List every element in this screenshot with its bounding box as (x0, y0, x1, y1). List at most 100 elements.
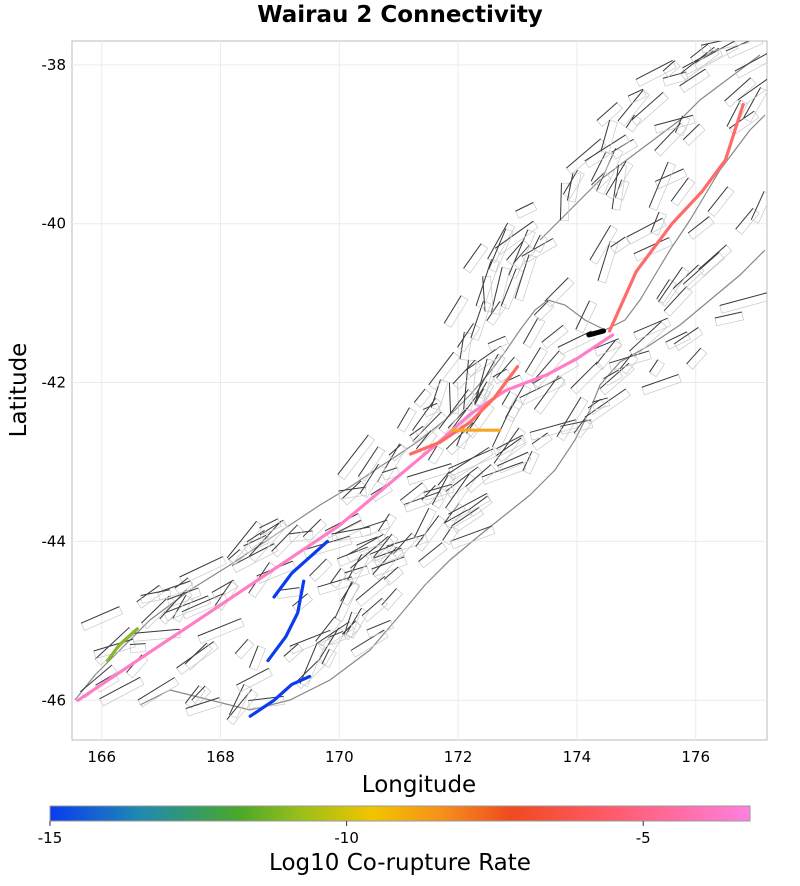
fault-trace (397, 407, 410, 429)
fault-trace (726, 99, 741, 127)
fault-trace (562, 169, 578, 195)
fault-trace (631, 91, 664, 121)
fault-trace (719, 292, 767, 306)
fault-trace (341, 480, 362, 500)
fault-trace (243, 534, 267, 547)
fault-trace (350, 535, 389, 569)
y-tick-label: -38 (42, 56, 67, 74)
fault-trace (132, 628, 180, 634)
fault-trace (626, 217, 663, 238)
fault-trace (447, 407, 468, 429)
x-tick-label: 174 (563, 748, 592, 766)
fault-trace (686, 347, 702, 365)
fault-trace (495, 220, 534, 249)
highlighted-fault (248, 674, 312, 718)
fault-trace (259, 518, 279, 529)
fault-trace (512, 245, 530, 264)
fault-trace (341, 620, 357, 635)
fault-trace (271, 524, 298, 552)
fault-trace (356, 536, 378, 546)
fault-trace (164, 595, 209, 614)
fault-trace (584, 134, 626, 162)
fault-trace (414, 507, 430, 538)
fault-trace (541, 324, 564, 343)
fault-trace (599, 362, 630, 390)
fault-trace (450, 525, 493, 542)
fault-trace (544, 277, 569, 302)
fault-trace (468, 495, 488, 511)
fault-trace (596, 102, 618, 121)
fault-trace (573, 417, 586, 434)
chart-title: Wairau 2 Connectivity (257, 2, 543, 28)
fault-trace (445, 466, 479, 492)
fault-trace (317, 627, 340, 662)
fault-trace (496, 437, 522, 456)
fault-trace (662, 71, 687, 79)
fault-trace (594, 338, 619, 350)
fault-trace (625, 114, 635, 128)
fault-trace (444, 509, 469, 524)
fault-trace (372, 533, 393, 558)
fault-plane (700, 41, 750, 54)
fault-trace (611, 164, 619, 210)
fault-trace (724, 77, 751, 102)
fault-trace (446, 422, 474, 450)
fault-trace (490, 267, 503, 313)
fault-trace (603, 369, 619, 380)
fault-trace (236, 667, 269, 686)
fault-trace (184, 642, 208, 665)
fault-trace (496, 356, 515, 379)
fault-trace (327, 630, 343, 639)
fault-trace (465, 345, 501, 371)
fault-trace (529, 419, 576, 433)
fault-trace (388, 444, 402, 456)
fault-trace (427, 445, 438, 461)
fault-trace (99, 676, 141, 700)
fault-trace (533, 375, 559, 410)
fault-trace (231, 543, 275, 566)
fault-trace (743, 87, 761, 119)
highlighted-fault (608, 102, 745, 333)
fault-trace (336, 546, 368, 560)
fault-trace (487, 335, 506, 345)
highlighted-fault (266, 579, 306, 663)
y-tick-label: -42 (42, 374, 67, 392)
fault-trace (687, 216, 710, 234)
fault-trace (633, 237, 670, 255)
fault-trace (383, 566, 399, 580)
fault-trace (463, 243, 482, 269)
colorbar-tick-label: -10 (334, 829, 359, 847)
fault-trace (184, 685, 200, 704)
fault-trace (174, 577, 189, 589)
fault-trace (496, 434, 523, 450)
fault-trace (428, 351, 454, 386)
fault-trace (610, 236, 626, 248)
fault-trace (506, 240, 525, 261)
fault-trace (157, 580, 191, 594)
fault-trace (533, 300, 549, 316)
fault-trace (448, 492, 488, 515)
fault-trace (415, 515, 440, 547)
fault-trace (487, 222, 509, 260)
fault-trace (191, 685, 206, 701)
fault-trace (488, 228, 507, 270)
fault-trace (445, 473, 470, 509)
fault-trace (179, 556, 224, 578)
fault-trace (226, 520, 257, 559)
fault-trace (515, 202, 534, 212)
fault-trace (317, 621, 350, 644)
x-tick-label: 172 (444, 748, 473, 766)
fault-trace (673, 326, 699, 345)
fault-trace (359, 519, 388, 530)
x-tick-label: 168 (206, 748, 235, 766)
fault-trace (656, 279, 670, 300)
fault-trace (299, 642, 318, 684)
fault-trace (234, 638, 249, 654)
x-tick-label: 170 (325, 748, 354, 766)
fault-trace (343, 611, 353, 636)
fault-trace (94, 627, 130, 660)
colorbar-ticks: -15 -10 -5 (38, 821, 651, 847)
fault-trace (521, 238, 554, 257)
fault-trace (600, 120, 611, 152)
